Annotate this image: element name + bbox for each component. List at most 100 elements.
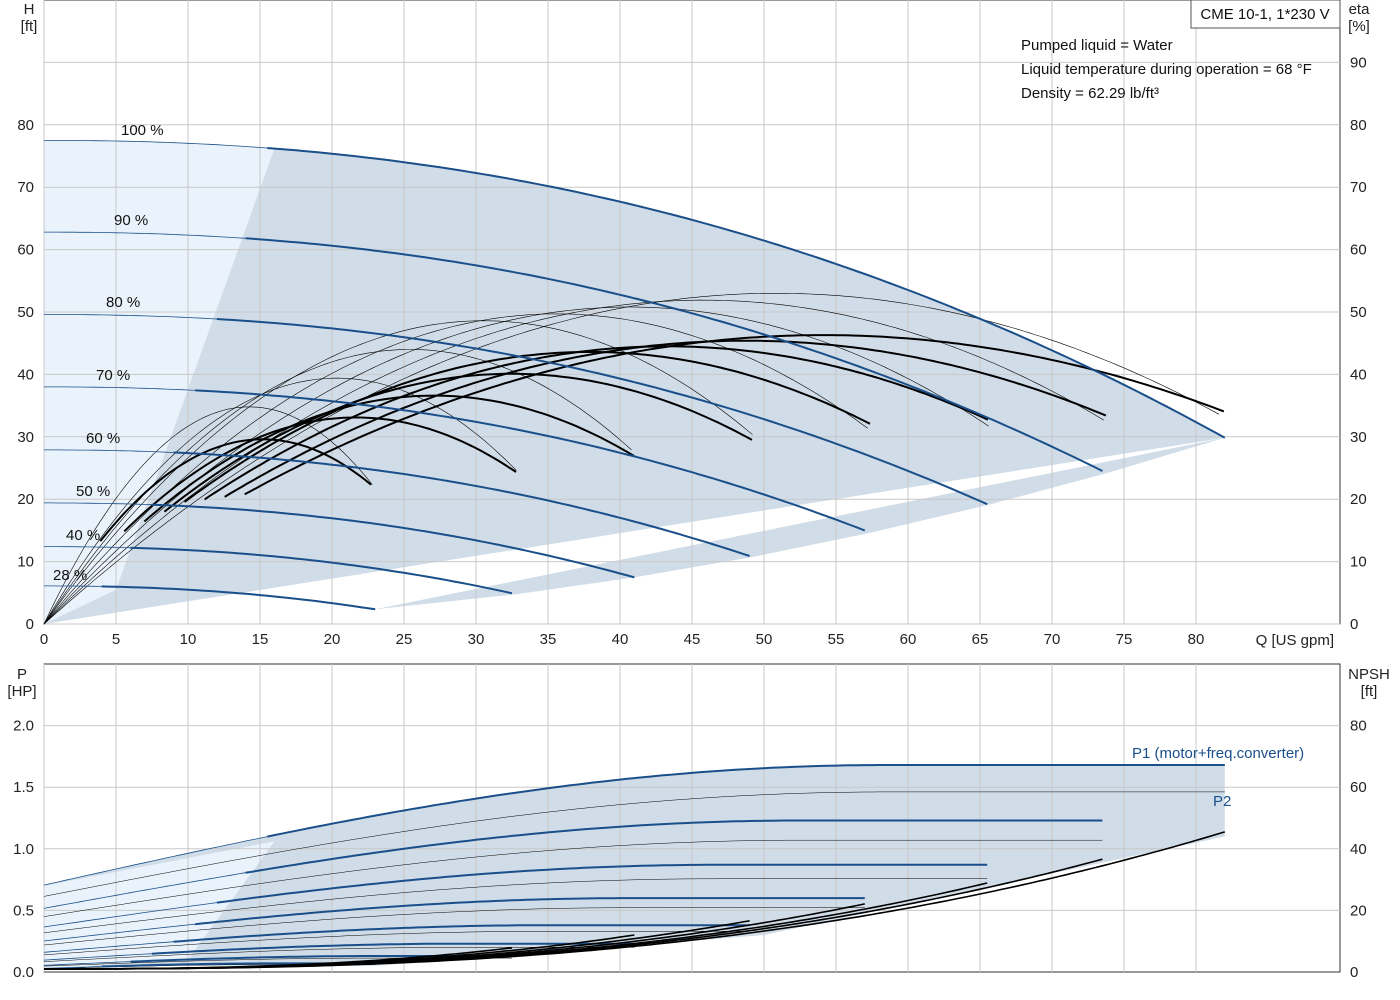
eta-tick-label: 70 — [1350, 179, 1367, 196]
head-tick-label: 60 — [17, 242, 34, 259]
speed-label: 90 % — [114, 212, 148, 229]
eta-tick-label: 0 — [1350, 616, 1358, 633]
power-npsh-panel: 0.0 0.5 1.0 1.5 2.0 0 20 40 60 80 — [13, 663, 1367, 981]
head-curve-thin — [44, 546, 131, 549]
eta-thin-curve — [43, 320, 753, 625]
p1-curve-bold — [195, 897, 865, 926]
head-curve-40pct — [130, 546, 513, 595]
npsh-tick-label: 0 — [1350, 964, 1358, 981]
npsh-curve — [44, 947, 513, 970]
x-tick-label: 15 — [252, 631, 269, 648]
power-min-flow-region — [44, 841, 275, 969]
x-tick-label: 80 — [1188, 631, 1205, 648]
p1-curve-bold — [173, 924, 750, 943]
p1-curve-thin — [43, 836, 268, 886]
x-tick-label: 25 — [396, 631, 413, 648]
p2-curve — [43, 839, 1103, 917]
x-tick-label: 5 — [112, 631, 120, 648]
p1-curve-thin — [43, 966, 102, 969]
p1-curve-thin — [43, 953, 153, 961]
x-tick-label: 70 — [1044, 631, 1061, 648]
eta-tick-label: 60 — [1350, 242, 1367, 259]
p1-curve-bold — [216, 863, 988, 904]
x-tick-label: 65 — [972, 631, 989, 648]
flow-axis-label: Q [US gpm] — [1256, 632, 1334, 649]
power-axis-unit: [HP] — [7, 683, 36, 700]
note-temperature: Liquid temperature during operation = 68… — [1021, 61, 1312, 78]
power-tick-label: 1.0 — [13, 841, 34, 858]
power-axis-label: P — [17, 666, 27, 683]
speed-label: 50 % — [76, 483, 110, 500]
speed-label: 40 % — [66, 527, 100, 544]
eta-axis-label: eta — [1349, 1, 1371, 18]
head-curve-28pct — [101, 585, 376, 611]
head-curve-thin — [44, 449, 174, 453]
head-tick-label: 70 — [17, 179, 34, 196]
x-tick-label: 75 — [1116, 631, 1133, 648]
npsh-tick-label: 80 — [1350, 718, 1367, 735]
eta-bold-curve — [183, 350, 871, 503]
head-curve-thin — [44, 231, 246, 239]
x-tick-label: 35 — [540, 631, 557, 648]
eta-tick-label: 40 — [1350, 366, 1367, 383]
eta-bold-curve — [163, 372, 753, 513]
x-tick-label: 10 — [180, 631, 197, 648]
eta-thin-curve — [43, 299, 1104, 625]
head-tick-label: 0 — [26, 616, 34, 633]
power-tick-label: 0.5 — [13, 902, 34, 919]
head-axis-label: H — [24, 1, 35, 18]
x-tick-label: 40 — [612, 631, 629, 648]
eta-thin-curve — [43, 313, 868, 625]
npsh-tick-label: 60 — [1350, 779, 1367, 796]
p1-curve-thin — [43, 941, 174, 953]
head-curve-thin — [44, 502, 153, 506]
power-tick-label: 0.0 — [13, 964, 34, 981]
x-tick-label: 0 — [40, 631, 48, 648]
note-density: Density = 62.29 lb/ft³ — [1021, 85, 1159, 102]
eta-tick-label: 50 — [1350, 304, 1367, 321]
p1-curve-thin — [43, 902, 217, 928]
eta-tick-label: 90 — [1350, 54, 1367, 71]
eta-tick-label: 10 — [1350, 554, 1367, 571]
npsh-tick-label: 40 — [1350, 841, 1367, 858]
x-tick-label: 55 — [828, 631, 845, 648]
x-tick-label: 45 — [684, 631, 701, 648]
npsh-tick-label: 20 — [1350, 902, 1367, 919]
eta-bold-curve — [143, 394, 635, 523]
title-box — [1190, 0, 1341, 29]
head-axis-unit: [ft] — [21, 18, 38, 35]
head-curve-90pct — [245, 237, 1103, 472]
power-tick-label: 2.0 — [13, 718, 34, 735]
x-tick-label: 30 — [468, 631, 485, 648]
eta-thin-curve — [43, 377, 517, 625]
head-curve-thin — [44, 386, 196, 391]
p1-curve-thin — [43, 961, 131, 966]
head-tick-label: 50 — [17, 304, 34, 321]
chart-title: CME 10-1, 1*230 V — [1200, 6, 1329, 23]
p2-curve — [43, 791, 1225, 897]
head-curve-80pct — [216, 318, 988, 506]
npsh-axis-unit: [ft] — [1361, 683, 1378, 700]
eta-bold-curve — [224, 339, 1107, 498]
p2-curve — [43, 931, 750, 956]
eta-tick-label: 80 — [1350, 117, 1367, 134]
head-tick-label: 30 — [17, 429, 34, 446]
eta-bold-curve — [204, 345, 989, 501]
eta-bold-curve — [244, 334, 1225, 496]
x-tick-label: 60 — [900, 631, 917, 648]
p1-curve-bold — [245, 819, 1103, 874]
eta-bold-curve — [99, 438, 372, 542]
speed-label: 80 % — [106, 294, 140, 311]
power-tick-label: 1.5 — [13, 779, 34, 796]
note-liquid: Pumped liquid = Water — [1021, 37, 1173, 54]
eta-tick-label: 20 — [1350, 491, 1367, 508]
head-curve-thin — [44, 314, 217, 320]
head-curve-thin — [44, 139, 268, 149]
p1-curve-bold — [266, 764, 1225, 838]
speed-label: 28 % — [53, 567, 87, 584]
head-efficiency-panel: 100 % 90 % 80 % 70 % 60 % 50 % 40 % 28 % 0 5 10 15 2… — [17, 0, 1367, 648]
p2-curve — [43, 907, 865, 946]
p2-curve — [43, 878, 988, 934]
p2-series-label: P2 — [1213, 793, 1231, 810]
